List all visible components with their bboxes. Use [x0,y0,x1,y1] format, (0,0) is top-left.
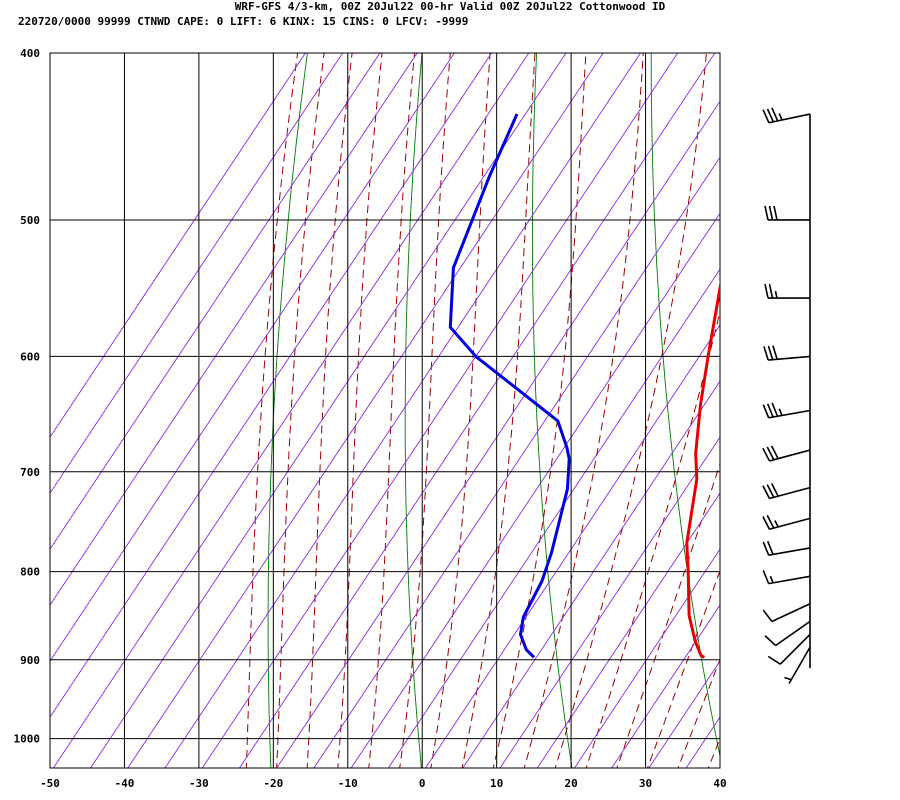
moist-adiabat [245,53,299,768]
pressure-axis: 400 500 600 700 800 900 1000 [14,47,41,746]
isotherm-line [50,53,344,494]
isotherm-line [52,53,530,768]
dry-adiabat [764,15,884,800]
wind-barb [767,633,811,665]
moist-adiabat [368,53,416,768]
temperature-axis: -50 -40 -30 -20 -10 0 10 20 30 40 [40,777,727,790]
isotherm-line [648,660,720,768]
pressure-tick-label: 500 [20,214,40,227]
isotherm-line [536,492,720,768]
isotherm-line [685,716,720,768]
moist-adiabat [523,53,644,768]
pressure-tick-label: 600 [20,350,40,363]
isotherm-line [350,212,720,768]
wind-barb [762,402,811,419]
moist-adiabat [276,53,325,768]
wind-barb-column [762,107,811,685]
isotherm-line [127,53,604,768]
temperature-tick-label: -40 [115,777,135,790]
wind-barb [764,205,810,221]
isotherm-line [50,53,493,718]
moist-adiabat [492,53,587,768]
temperature-tick-label: -50 [40,777,60,790]
moist-adiabat [554,53,707,768]
pressure-tick-label: 1000 [14,733,41,746]
plot-frame [49,52,721,769]
temperature-tick-label: 40 [713,777,726,790]
wind-barb [764,620,811,647]
isotherm-line [499,436,720,768]
temperature-tick-label: 10 [490,777,503,790]
pressure-tick-label: 700 [20,466,40,479]
wind-barb [762,107,811,124]
wind-barb [763,345,811,361]
sounding-traces [448,113,720,659]
isotherm-line [573,548,720,768]
isotherm-line [50,53,306,438]
wind-barb [762,540,811,556]
wind-barb [762,514,811,531]
temperature-tick-label: -30 [189,777,209,790]
isotherm-line [201,53,679,768]
temperature-tick-label: -10 [338,777,358,790]
moist-adiabat [461,53,536,768]
wind-barb [762,483,811,500]
isotherm-line [164,53,641,768]
isotherm-line [733,15,900,800]
isotherm-line [313,156,720,768]
wind-barb [764,283,810,299]
temperature-tick-label: 0 [419,777,426,790]
thermodynamic-background [50,15,900,800]
moist-adiabat [616,462,720,768]
temperature-tick-label: 30 [639,777,652,790]
isotherm-line [50,53,455,662]
station-indices: 220720/0000 99999 CTNWD CAPE: 0 LIFT: 6 … [18,15,468,28]
wind-barb [762,445,811,462]
moist-adiabat [306,53,353,768]
dewpoint-trace [448,113,571,659]
moist-adiabat [430,53,491,768]
temperature-tick-label: 20 [564,777,577,790]
isotherm-line [695,15,900,800]
wind-barb [762,570,811,585]
temperature-trace [685,279,720,659]
pressure-tick-label: 400 [20,47,40,60]
isotherm-line [387,268,720,768]
isotherm-line [276,100,720,768]
isotherm-line [50,53,418,606]
wind-barb [762,602,811,623]
dry-adiabat [877,15,900,800]
wind-barb [784,646,811,685]
isotherm-line [238,53,716,768]
pressure-tick-label: 800 [20,566,40,579]
moist-adiabat [646,569,720,768]
isotherm-line [425,324,720,768]
moist-adiabat [337,53,383,768]
temperature-tick-label: -20 [263,777,283,790]
moist-adiabat [399,53,451,768]
isotherm-line [611,604,720,768]
moist-adiabat [707,737,720,768]
chart-title: WRF-GFS 4/3-km, 00Z 20Jul22 00-hr Valid … [235,0,666,13]
pressure-tick-label: 900 [20,654,40,667]
isotherm-line [50,53,381,550]
